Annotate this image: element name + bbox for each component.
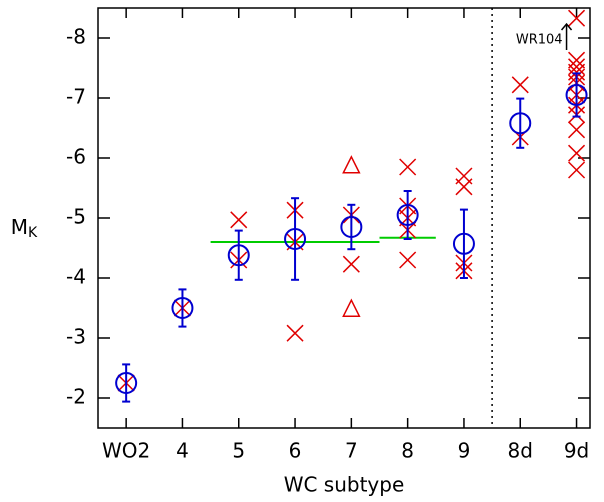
y-tick-label: -8 — [66, 25, 86, 49]
y-tick-label: -5 — [66, 205, 86, 229]
cross-stroke — [568, 51, 586, 69]
y-label-main: M — [11, 215, 28, 239]
cross-stroke — [399, 251, 417, 269]
cross-stroke — [230, 211, 248, 229]
mean-circle — [340, 216, 363, 238]
mean-circle — [115, 372, 138, 394]
y-tick-label: -3 — [66, 325, 86, 349]
x-tick-label: 9d — [564, 439, 589, 463]
x-tick-label: 8d — [508, 439, 533, 463]
cross-stroke — [399, 158, 417, 176]
cross-marker — [568, 144, 586, 162]
cross-marker — [230, 211, 248, 229]
mean-circle — [396, 204, 419, 226]
x-tick-label: 9 — [458, 439, 471, 463]
mean-circle — [565, 84, 588, 106]
x-axis-label: WC subtype — [284, 473, 405, 497]
cross-marker — [342, 255, 360, 273]
x-tick-label: 7 — [345, 439, 358, 463]
x-tick-label: WO2 — [102, 439, 150, 463]
y-axis-label: MK — [11, 215, 38, 242]
x-tick-label: 4 — [176, 439, 189, 463]
cross-marker — [455, 178, 473, 196]
mean-circle — [171, 297, 194, 319]
x-tick-label: 5 — [232, 439, 245, 463]
triangle-marker — [342, 298, 361, 317]
cross-marker — [511, 76, 529, 94]
cross-marker — [568, 161, 586, 179]
cross-marker — [399, 158, 417, 176]
cross-stroke — [568, 144, 586, 162]
y-tick-label: -6 — [66, 145, 86, 169]
y-label-sub: K — [28, 225, 38, 241]
cross-stroke — [568, 121, 586, 139]
annotation-arrowhead — [560, 22, 573, 31]
y-tick-label: -7 — [66, 85, 86, 109]
triangle-marker — [342, 155, 361, 174]
annotation: WR104 — [516, 33, 563, 48]
x-tick-label: 6 — [289, 439, 302, 463]
cross-stroke — [342, 255, 360, 273]
y-tick-label: -4 — [66, 265, 86, 289]
cross-marker — [399, 251, 417, 269]
mean-circle — [509, 112, 532, 135]
cross-marker — [568, 121, 586, 139]
cross-marker — [568, 9, 586, 27]
plot-frame — [97, 7, 591, 429]
cross-stroke — [511, 76, 529, 94]
x-tick-label: 8 — [401, 439, 414, 463]
y-tick-label: -2 — [66, 385, 86, 409]
cross-stroke — [568, 9, 586, 27]
cross-marker — [568, 51, 586, 69]
mean-circle — [227, 244, 250, 267]
mean-circle — [284, 228, 307, 250]
cross-stroke — [455, 178, 473, 196]
mean-circle — [452, 232, 475, 255]
cross-stroke — [286, 324, 304, 342]
cross-marker — [286, 324, 304, 342]
cross-stroke — [568, 161, 586, 179]
